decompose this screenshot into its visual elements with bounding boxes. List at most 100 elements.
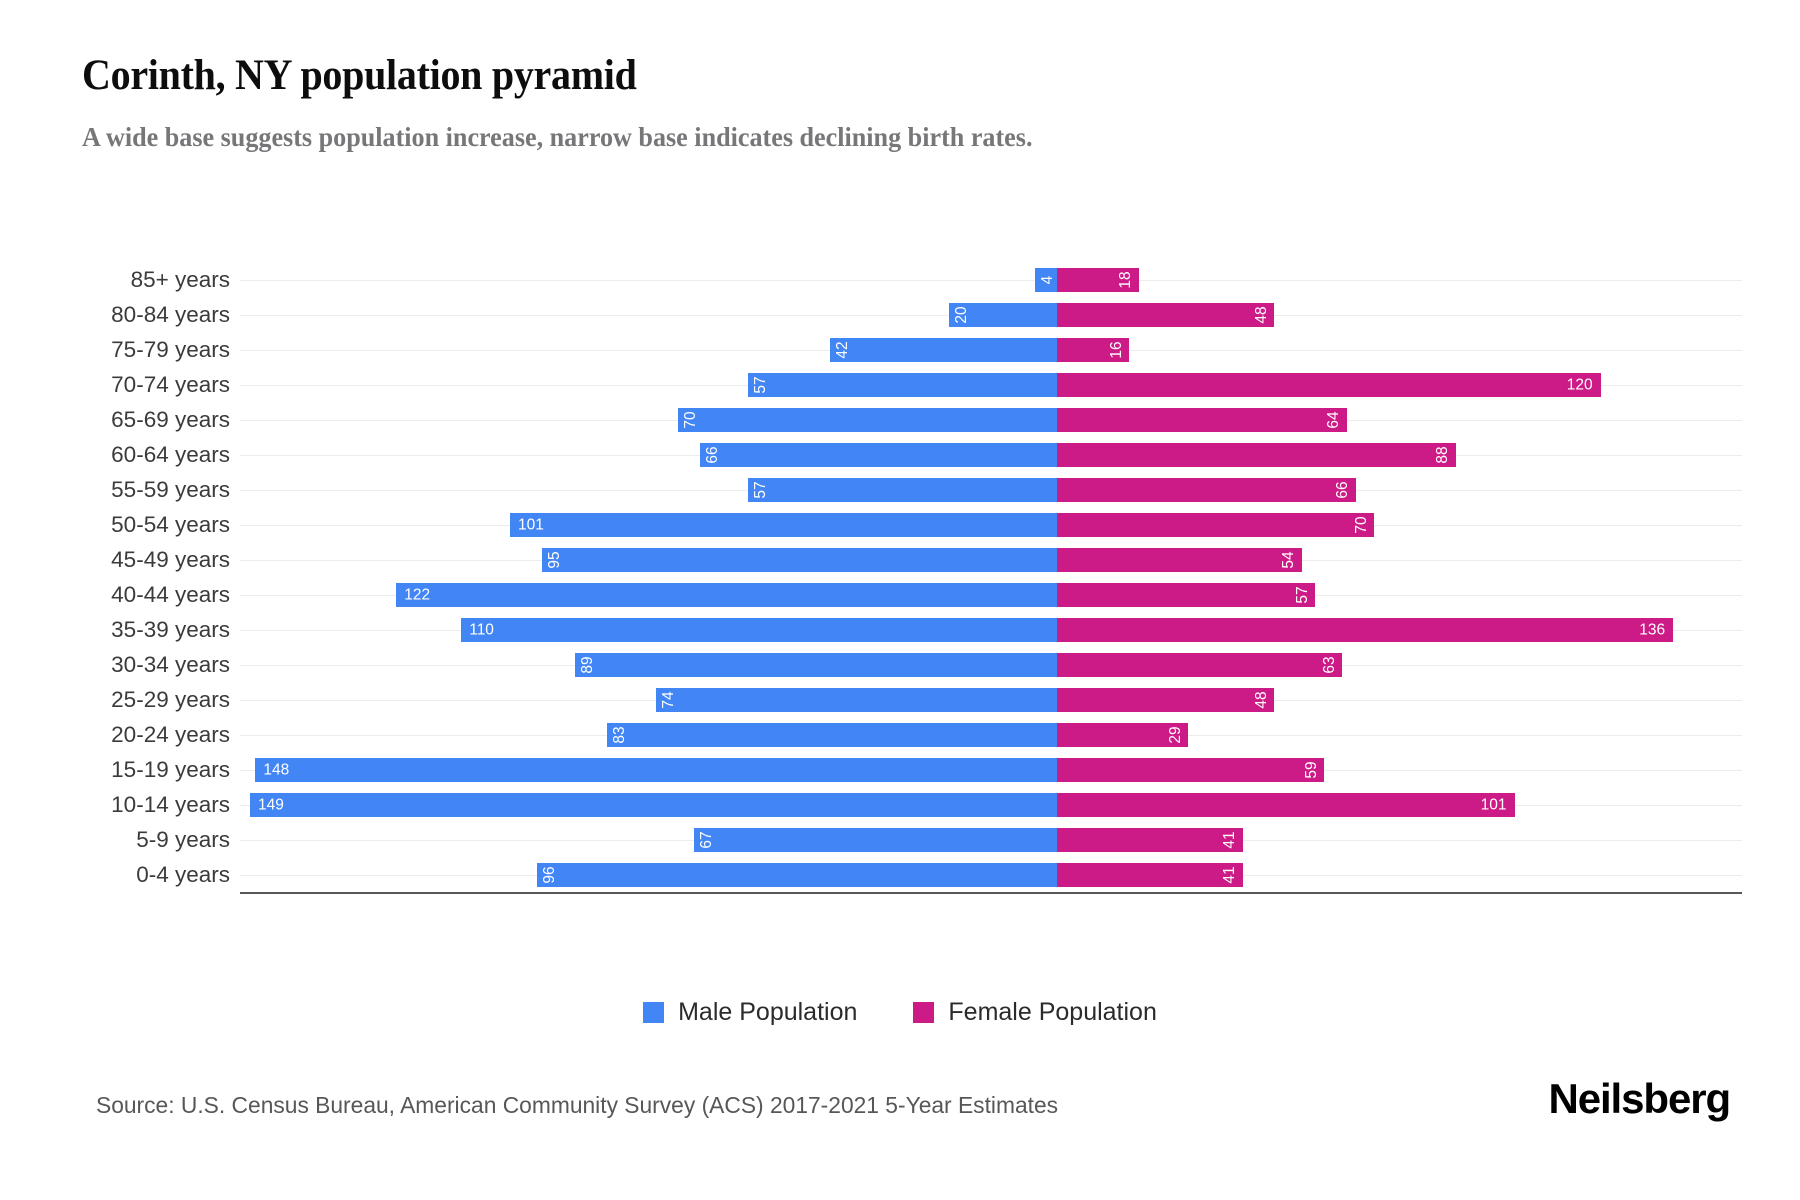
y-axis-tick-label: 40-44 years [111, 582, 230, 607]
legend-item-male[interactable]: Male Population [643, 1000, 857, 1025]
y-axis-tick-label: 25-29 years [111, 687, 230, 712]
plot-area: 85+ years 80-84 years 75-79 years 70-74 yea… [82, 262, 1742, 912]
bar-male[interactable]: 57 [748, 373, 1057, 397]
bar-male[interactable]: 110 [461, 618, 1057, 642]
bar-value-label-female: 63 [1320, 656, 1338, 674]
legend-swatch-male-icon [643, 1002, 665, 1023]
pyramid-row: 57 120 [240, 373, 1742, 397]
bar-male[interactable]: 67 [694, 828, 1057, 852]
chart-header: Corinth, NY population pyramid A wide ba… [82, 52, 1083, 153]
bar-male[interactable]: 149 [250, 793, 1057, 817]
bar-female[interactable]: 48 [1057, 303, 1275, 327]
bar-value-label-female: 59 [1302, 761, 1320, 779]
bar-female[interactable]: 59 [1057, 758, 1325, 782]
bar-female[interactable]: 18 [1057, 268, 1139, 292]
bar-value-label-male: 96 [541, 866, 559, 884]
bar-male[interactable]: 148 [255, 758, 1057, 782]
bar-female[interactable]: 57 [1057, 583, 1316, 607]
bar-value-label-male: 110 [469, 621, 494, 639]
axis-baseline [240, 892, 1742, 894]
bar-value-label-male: 42 [833, 341, 851, 359]
legend-label-female: Female Population [948, 998, 1157, 1026]
bar-female[interactable]: 66 [1057, 478, 1356, 502]
bar-male[interactable]: 4 [1035, 268, 1057, 292]
bar-value-label-female: 120 [1566, 376, 1593, 394]
bar-female[interactable]: 29 [1057, 723, 1189, 747]
y-axis-tick-label: 5-9 years [136, 827, 230, 852]
pyramid-row: 101 70 [240, 513, 1742, 537]
y-axis-tick-label: 35-39 years [111, 617, 230, 642]
bar-male[interactable]: 66 [699, 443, 1057, 467]
bar-male[interactable]: 74 [656, 688, 1057, 712]
bar-female[interactable]: 48 [1057, 688, 1275, 712]
bar-male[interactable]: 122 [396, 583, 1057, 607]
chart-legend: Male Population Female Population [0, 1000, 1800, 1025]
source-note: Source: U.S. Census Bureau, American Com… [96, 1092, 1059, 1118]
bar-value-label-male: 95 [546, 551, 564, 569]
bar-male[interactable]: 20 [948, 303, 1057, 327]
legend-item-female[interactable]: Female Population [913, 998, 1157, 1026]
bar-male[interactable]: 42 [829, 338, 1057, 362]
bar-male[interactable]: 83 [607, 723, 1057, 747]
bar-value-label-female: 18 [1117, 271, 1135, 289]
bar-value-label-male: 57 [752, 376, 770, 394]
bar-value-label-male: 122 [404, 586, 431, 604]
bar-value-label-female: 70 [1352, 516, 1370, 534]
bar-female[interactable]: 120 [1057, 373, 1601, 397]
page-title: Corinth, NY population pyramid [82, 52, 637, 99]
bar-value-label-male: 149 [258, 796, 284, 814]
pyramid-row: 89 63 [240, 653, 1742, 677]
bar-male[interactable]: 96 [537, 863, 1057, 887]
gridline [240, 280, 1742, 281]
pyramid-row: 20 48 [240, 303, 1742, 327]
y-axis-labels: 85+ years 80-84 years 75-79 years 70-74 yea… [82, 262, 230, 892]
pyramid-row: 122 57 [240, 583, 1742, 607]
chart-subtitle: A wide base suggests population increase… [82, 121, 1033, 153]
pyramid-row: 66 88 [240, 443, 1742, 467]
bar-female[interactable]: 64 [1057, 408, 1347, 432]
y-axis-tick-label: 0-4 years [136, 862, 230, 887]
y-axis-tick-label: 65-69 years [111, 407, 230, 432]
pyramid-row: 57 66 [240, 478, 1742, 502]
y-axis-tick-label: 55-59 years [111, 477, 230, 502]
bar-male[interactable]: 70 [677, 408, 1057, 432]
y-axis-tick-label: 45-49 years [111, 547, 230, 572]
pyramid-row: 67 41 [240, 828, 1742, 852]
bar-value-label-female: 48 [1252, 691, 1270, 709]
bar-value-label-female: 101 [1480, 796, 1507, 814]
bar-female[interactable]: 41 [1057, 863, 1243, 887]
pyramid-row: 148 59 [240, 758, 1742, 782]
bar-female[interactable]: 88 [1057, 443, 1456, 467]
bar-male[interactable]: 95 [542, 548, 1057, 572]
bar-value-label-male: 66 [703, 446, 721, 464]
bar-value-label-female: 136 [1639, 621, 1666, 639]
bar-female[interactable]: 54 [1057, 548, 1302, 572]
bar-female[interactable]: 70 [1057, 513, 1375, 537]
bar-female[interactable]: 136 [1057, 618, 1674, 642]
bar-female[interactable]: 101 [1057, 793, 1515, 817]
bar-value-label-female: 41 [1221, 831, 1239, 849]
bar-value-label-male: 67 [698, 831, 716, 849]
legend-label-male: Male Population [678, 998, 858, 1026]
bar-value-label-male: 89 [578, 656, 596, 674]
pyramid-row: 83 29 [240, 723, 1742, 747]
bar-value-label-female: 64 [1325, 411, 1343, 429]
bar-male[interactable]: 57 [748, 478, 1057, 502]
legend-swatch-female-icon [913, 1002, 935, 1023]
y-axis-tick-label: 70-74 years [111, 372, 230, 397]
pyramid-row: 4 18 [240, 268, 1742, 292]
bar-value-label-male: 4 [1039, 275, 1057, 285]
bar-male[interactable]: 89 [574, 653, 1057, 677]
bar-value-label-male: 74 [660, 691, 678, 709]
bar-male[interactable]: 101 [509, 513, 1057, 537]
bar-value-label-male: 83 [611, 726, 629, 744]
y-axis-tick-label: 80-84 years [111, 302, 230, 327]
bar-female[interactable]: 41 [1057, 828, 1243, 852]
pyramid-row: 95 54 [240, 548, 1742, 572]
bar-female[interactable]: 63 [1057, 653, 1343, 677]
bar-value-label-female: 88 [1434, 446, 1452, 464]
bar-female[interactable]: 16 [1057, 338, 1130, 362]
pyramid-row: 74 48 [240, 688, 1742, 712]
y-axis-tick-label: 10-14 years [111, 792, 230, 817]
